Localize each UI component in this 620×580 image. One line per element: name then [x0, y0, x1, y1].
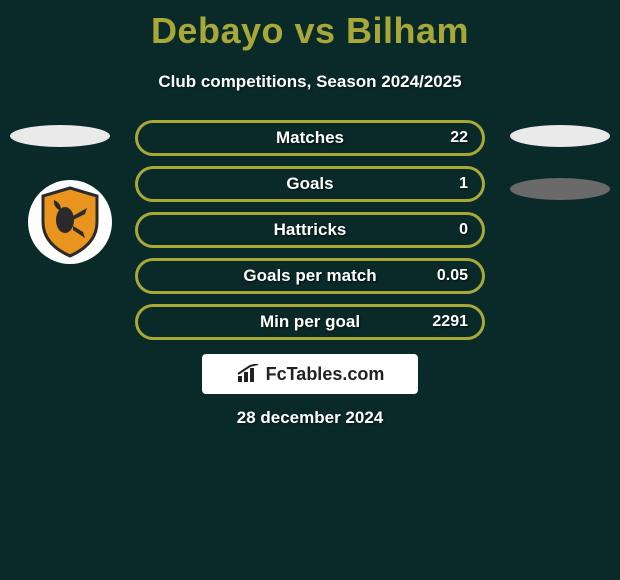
subtitle: Club competitions, Season 2024/2025 — [0, 72, 620, 92]
stat-label: Hattricks — [274, 220, 347, 240]
stat-label: Min per goal — [260, 312, 360, 332]
stat-row: Min per goal 2291 — [135, 304, 485, 340]
right-avatar-placeholder-1 — [510, 125, 610, 147]
attribution-text: FcTables.com — [266, 364, 385, 385]
shield-icon — [39, 186, 101, 258]
stat-row: Goals 1 — [135, 166, 485, 202]
left-avatar-placeholder — [10, 125, 110, 147]
stat-value: 0 — [459, 221, 468, 239]
stat-row: Hattricks 0 — [135, 212, 485, 248]
right-avatar-placeholder-2 — [510, 178, 610, 200]
stat-label: Goals per match — [243, 266, 376, 286]
stat-value: 0.05 — [437, 267, 468, 285]
stat-label: Goals — [286, 174, 333, 194]
stat-row: Matches 22 — [135, 120, 485, 156]
club-badge — [28, 180, 112, 264]
stat-label: Matches — [276, 128, 344, 148]
stats-rows: Matches 22 Goals 1 Hattricks 0 Goals per… — [135, 120, 485, 350]
bar-chart-icon — [236, 364, 262, 384]
stat-value: 1 — [459, 175, 468, 193]
attribution-badge: FcTables.com — [202, 354, 418, 394]
stat-row: Goals per match 0.05 — [135, 258, 485, 294]
date-text: 28 december 2024 — [0, 408, 620, 428]
page-title: Debayo vs Bilham — [0, 0, 620, 52]
stat-value: 2291 — [432, 313, 468, 331]
stat-value: 22 — [450, 129, 468, 147]
